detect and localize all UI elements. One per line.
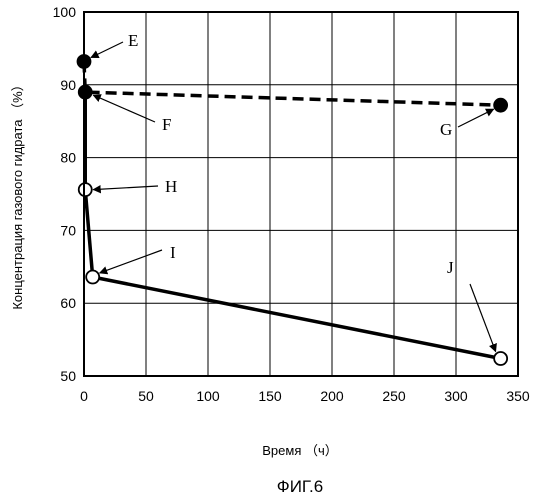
data-point-f: [79, 86, 92, 99]
annotation-arrow-j: [470, 284, 496, 352]
y-tick-label: 90: [60, 77, 76, 93]
point-label-j: J: [447, 258, 454, 277]
x-tick-label: 300: [444, 388, 468, 404]
data-point-j: [494, 352, 507, 365]
grid-lines: [84, 12, 518, 376]
x-axis-label: Время （ч）: [262, 443, 338, 458]
annotation-arrow-g: [458, 109, 494, 127]
y-tick-label: 60: [60, 295, 76, 311]
figure-caption: ФИГ.6: [277, 477, 323, 496]
x-tick-label: 350: [506, 388, 530, 404]
y-tick-label: 80: [60, 150, 76, 166]
data-point-g: [494, 99, 507, 112]
x-tick-label: 250: [382, 388, 406, 404]
y-tick-label: 100: [53, 4, 77, 20]
series-line-2: [85, 92, 500, 358]
annotation-arrow-h: [93, 186, 158, 190]
point-label-i: I: [170, 243, 176, 262]
data-point-i: [86, 270, 99, 283]
plot-frame: [84, 12, 518, 376]
y-axis-label: Концентрация газового гидрата （%）: [10, 78, 25, 309]
point-label-f: F: [162, 115, 171, 134]
point-label-h: H: [165, 177, 177, 196]
x-tick-label: 100: [196, 388, 220, 404]
point-label-e: E: [128, 31, 138, 50]
point-label-g: G: [440, 120, 452, 139]
annotation-arrow-e: [91, 42, 123, 58]
data-point-h: [79, 183, 92, 196]
x-tick-label: 200: [320, 388, 344, 404]
annotation-arrow-i: [100, 250, 162, 273]
y-tick-label: 50: [60, 368, 76, 384]
series-layer: [78, 55, 508, 365]
x-tick-label: 0: [80, 388, 88, 404]
x-tick-label: 50: [138, 388, 154, 404]
x-tick-label: 150: [258, 388, 282, 404]
tick-labels: 0501001502002503003505060708090100: [53, 4, 530, 404]
y-tick-label: 70: [60, 222, 76, 238]
